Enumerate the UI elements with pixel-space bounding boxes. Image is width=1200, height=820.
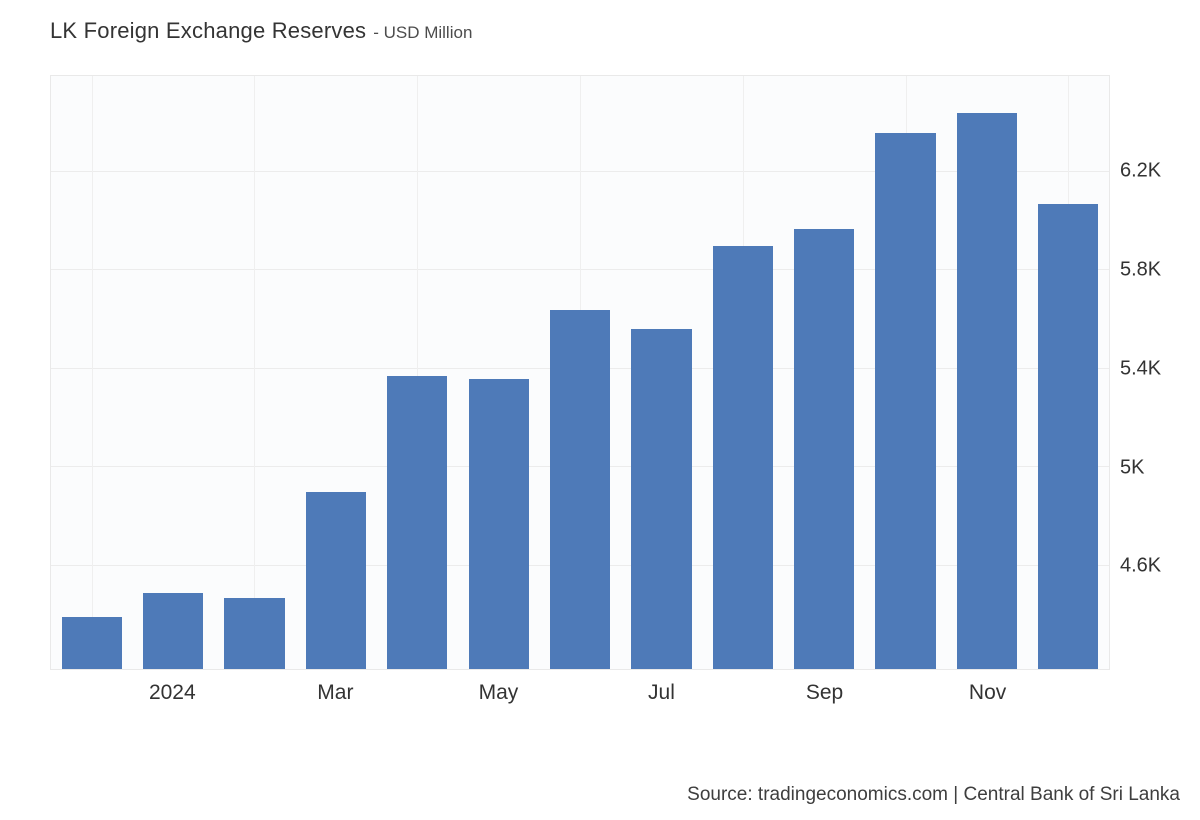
bar-slot <box>132 76 213 669</box>
x-tick-label <box>1028 681 1110 705</box>
bar-feb-2024[interactable] <box>224 597 285 669</box>
bar-jul-2024[interactable] <box>631 329 692 669</box>
bar-nov-2024[interactable] <box>956 112 1018 669</box>
bar-dec-2023[interactable] <box>61 617 122 669</box>
bar-dec-2024[interactable] <box>1038 203 1099 669</box>
x-tick-label <box>213 681 295 705</box>
bar-slot <box>702 76 783 669</box>
x-tick-label: Sep <box>805 681 844 704</box>
bar-slot <box>214 76 295 669</box>
x-tick-label <box>539 681 621 705</box>
x-tick-label <box>702 681 784 705</box>
bar-slot <box>865 76 946 669</box>
bar-slot <box>295 76 376 669</box>
y-tick-label: 5.4K <box>1120 357 1162 380</box>
x-tick-label: Nov <box>968 681 1007 704</box>
y-tick-label: 6.2K <box>1120 159 1162 182</box>
bar-jun-2024[interactable] <box>549 309 611 669</box>
chart-title: LK Foreign Exchange Reserves <box>50 18 367 43</box>
y-tick-label: 5.8K <box>1120 258 1162 281</box>
bar-slot <box>784 76 865 669</box>
v-gridline <box>254 76 256 669</box>
bar-mar-2024[interactable] <box>305 491 366 669</box>
y-tick-label: 5K <box>1120 456 1145 479</box>
v-gridline <box>417 76 419 669</box>
bars-container <box>51 76 1109 669</box>
bar-slot <box>539 76 620 669</box>
v-gridline <box>91 76 93 669</box>
bar-slot <box>458 76 539 669</box>
chart-header: LK Foreign Exchange Reserves - USD Millio… <box>50 18 472 44</box>
bar-slot <box>51 76 132 669</box>
y-tick-label: 4.6K <box>1120 554 1162 577</box>
x-tick-label <box>376 681 458 705</box>
bar-slot <box>621 76 702 669</box>
bar-slot <box>946 76 1027 669</box>
chart-subtitle: - USD Million <box>373 23 473 42</box>
bar-oct-2024[interactable] <box>875 132 936 669</box>
h-gridline <box>51 170 1109 172</box>
bar-jan-2024[interactable] <box>142 592 204 669</box>
x-tick-label <box>50 681 132 705</box>
bar-apr-2024[interactable] <box>387 376 448 669</box>
x-axis: 2024 Mar May Jul Sep Nov <box>50 681 1110 705</box>
x-tick-label: 2024 <box>148 681 196 704</box>
bar-sep-2024[interactable] <box>794 228 855 669</box>
bar-slot <box>377 76 458 669</box>
bar-aug-2024[interactable] <box>712 245 773 669</box>
bar-may-2024[interactable] <box>468 378 529 669</box>
x-tick-label: Mar <box>317 681 354 704</box>
x-tick-label: May <box>478 681 519 704</box>
x-tick-label: Jul <box>648 681 675 704</box>
x-tick-label <box>865 681 947 705</box>
h-gridline <box>51 269 1109 271</box>
y-axis: 4.6K 5K 5.4K 5.8K 6.2K <box>1120 75 1195 670</box>
bar-slot <box>1028 76 1109 669</box>
source-attribution: Source: tradingeconomics.com | Central B… <box>687 784 1180 805</box>
plot-area <box>50 75 1110 670</box>
